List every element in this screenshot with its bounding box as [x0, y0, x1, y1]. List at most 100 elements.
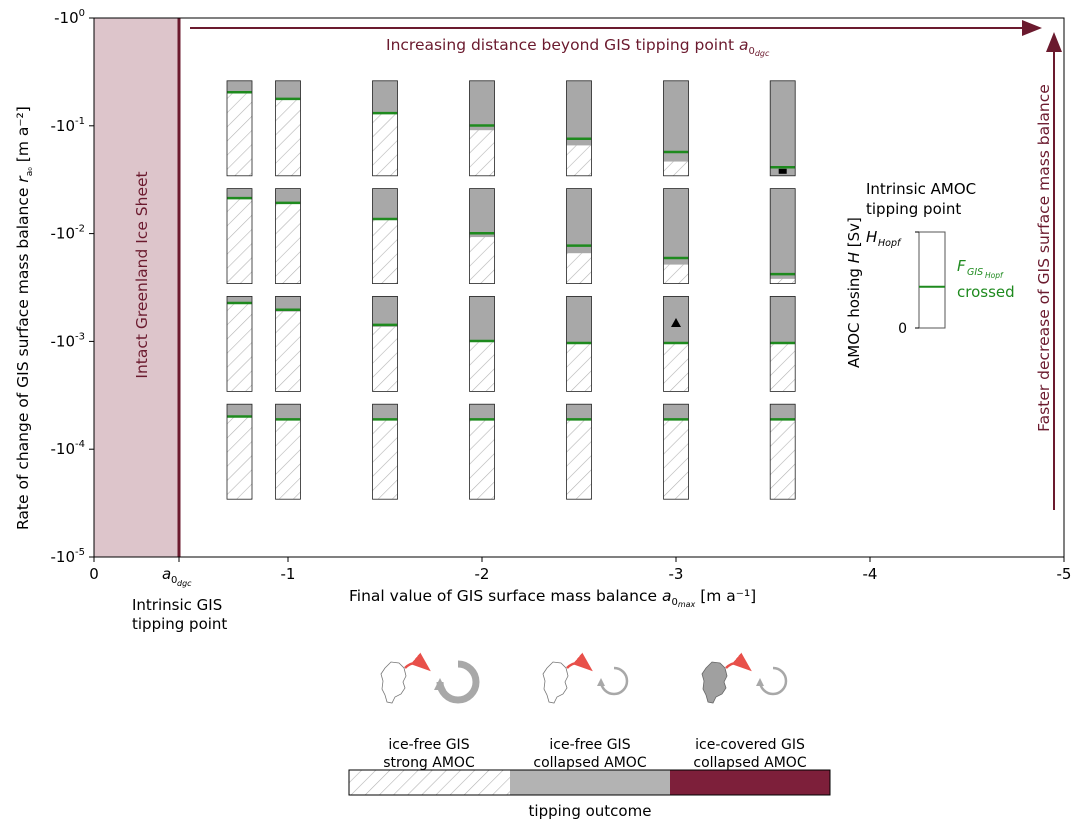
y-tick-label: -10-2 — [51, 224, 85, 243]
svg-text:ice-free GIS: ice-free GIS — [388, 737, 469, 753]
bar-outline — [275, 295, 301, 392]
bar-outline — [566, 188, 592, 285]
svg-text:collapsed AMOC: collapsed AMOC — [693, 755, 806, 771]
bar-outline — [372, 295, 398, 392]
bar-strong-segment — [275, 99, 301, 176]
bar-collapsed-segment — [770, 188, 796, 284]
bar-outline — [275, 403, 301, 500]
y-tick-label: -10-3 — [51, 331, 85, 350]
svg-text:0: 0 — [171, 575, 177, 586]
plot-frame — [93, 17, 1065, 558]
svg-text:Rate of change of GIS surface: Rate of change of GIS surface mass balan… — [14, 106, 35, 530]
bar-outline — [566, 80, 592, 177]
bar-strong-segment — [372, 420, 398, 500]
bar-outline — [566, 403, 592, 500]
bar-strong-segment — [663, 264, 689, 284]
svg-text:ice-free GIS: ice-free GIS — [549, 737, 630, 753]
bars-group — [226, 80, 796, 500]
bar-strong-segment — [770, 343, 796, 392]
weak-amoc-icon-2 — [756, 666, 788, 696]
bar-strong-segment — [566, 145, 592, 176]
bar-outline — [663, 295, 689, 392]
svg-text:AMOC hosing H [Sv]: AMOC hosing H [Sv] — [845, 217, 863, 368]
legend-swatch-covered — [670, 770, 830, 795]
bar-outline — [226, 188, 253, 285]
legend-swatch-collapsed — [510, 770, 670, 795]
y-tick-label: -10-1 — [51, 116, 85, 135]
intact-region-label: Intact Greenland Ice Sheet — [133, 171, 151, 378]
svg-text:crossed: crossed — [957, 283, 1015, 301]
marker-triangle — [671, 318, 681, 327]
svg-text:F: F — [957, 257, 966, 275]
bar-strong-segment — [372, 326, 398, 392]
bar-outline — [769, 295, 796, 392]
bar-strong-segment — [770, 420, 796, 500]
svg-text:Intrinsic AMOC: Intrinsic AMOC — [866, 180, 976, 198]
weak-amoc-icon-1 — [597, 666, 629, 696]
bar-strong-segment — [469, 342, 495, 392]
bar-strong-segment — [372, 114, 398, 176]
y-tick-label: -100 — [54, 8, 85, 27]
bar-outline — [226, 403, 253, 500]
bar-strong-segment — [469, 237, 495, 284]
bar-strong-segment — [227, 93, 252, 176]
gis-tipping-label-2: tipping point — [132, 615, 227, 633]
svg-text:strong AMOC: strong AMOC — [383, 755, 475, 771]
coupling-arrow-icon-2 — [566, 652, 593, 672]
bar-outline — [275, 188, 301, 285]
svg-text:Hopf: Hopf — [878, 238, 902, 249]
y-tick-label: -10-4 — [51, 439, 85, 458]
bar-strong-segment — [372, 219, 398, 284]
coupling-arrow-icon-1 — [404, 652, 431, 672]
gis-tipping-label-1: Intrinsic GIS — [132, 596, 222, 614]
y-ticks: -100 -10-1 -10-2 -10-3 -10-4 -10-5 — [51, 8, 94, 566]
legend-title: tipping outcome — [529, 802, 652, 820]
svg-text:tipping point: tipping point — [866, 200, 961, 218]
svg-text:Hopf: Hopf — [985, 271, 1004, 280]
intact-region — [94, 18, 179, 557]
bar-strong-segment — [566, 420, 592, 500]
markers-group — [671, 168, 787, 327]
svg-text:collapsed AMOC: collapsed AMOC — [533, 755, 646, 771]
bar-outline — [372, 80, 398, 177]
bar-outline — [469, 403, 495, 500]
bar-strong-segment — [663, 343, 689, 392]
svg-text:dgc: dgc — [177, 579, 192, 588]
bar-outline — [469, 188, 495, 285]
bar-outline — [663, 403, 689, 500]
bar-collapsed-segment — [663, 80, 689, 176]
x-special-tick: a 0 dgc — [162, 557, 192, 588]
x-tick-label: -2 — [475, 565, 490, 583]
amoc-inset: Intrinsic AMOC tipping point H Hopf 0 F … — [845, 180, 1015, 368]
top-arrow-label: Increasing distance beyond GIS tipping p… — [386, 36, 770, 58]
coupling-arrow-icon-3 — [725, 652, 752, 672]
x-tick-label: -5 — [1057, 565, 1072, 583]
bar-outline — [663, 80, 689, 177]
bar-strong-segment — [227, 199, 252, 284]
bar-collapsed-segment — [770, 80, 796, 176]
bar-strong-segment — [566, 343, 592, 392]
bar-outline — [275, 80, 301, 177]
bar-outline — [566, 295, 592, 392]
bar-strong-segment — [275, 203, 301, 284]
bar-strong-segment — [566, 253, 592, 284]
x-axis-label: Final value of GIS surface mass balance … — [349, 587, 756, 609]
bar-strong-segment — [469, 420, 495, 500]
svg-text:GIS: GIS — [967, 267, 983, 278]
greenland-white-icon-2 — [542, 661, 569, 704]
bar-strong-segment — [663, 161, 689, 176]
legend-colorbar — [348, 769, 831, 796]
svg-text:ice-covered GIS: ice-covered GIS — [695, 737, 805, 753]
bar-outline — [226, 295, 253, 392]
bar-strong-segment — [469, 130, 495, 176]
x-tick-label: 0 — [89, 565, 99, 583]
x-tick-label: -1 — [281, 565, 296, 583]
greenland-gray-icon — [701, 661, 728, 704]
y-axis-label: Rate of change of GIS surface mass balan… — [14, 106, 35, 530]
legend-swatch-strong — [349, 770, 510, 795]
bar-strong-segment — [227, 417, 252, 500]
bar-outline — [769, 403, 796, 500]
bar-strong-segment — [227, 304, 252, 392]
x-tick-label: -4 — [863, 565, 878, 583]
